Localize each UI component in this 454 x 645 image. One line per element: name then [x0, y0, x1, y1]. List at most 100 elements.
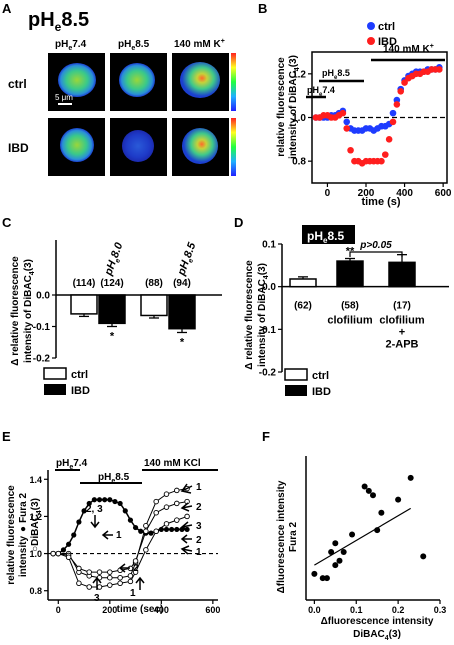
x-tick-label: 0.2 — [392, 605, 405, 615]
label-k: 140 mM K+ — [383, 43, 434, 55]
data-point — [336, 557, 343, 564]
panel-d: D pHe8.5 0.1 0.0 -0.1 -0.2 (62) (58) clofilium… — [234, 215, 449, 398]
cell-ibd-ph74 — [60, 128, 94, 162]
panel-b: B 0 200 400 600 0.8 1.0 1.2 relative fluoresce… — [258, 1, 452, 208]
panel-f-xlabel-1: Δfluorescence intensity — [321, 616, 434, 627]
y-tick-label: 1.2 — [292, 69, 306, 80]
panel-c-plot: 0.0 -0.1 -0.2 (114) (88) (124) * (94) * — [33, 240, 222, 365]
significance-star: * — [180, 336, 185, 348]
legend-ctrl-label: ctrl — [71, 369, 88, 381]
data-point — [407, 474, 414, 481]
arrow-r2 — [180, 502, 193, 512]
panel-letter-b: B — [258, 1, 267, 16]
label-ph74: pHe7.4 — [56, 458, 88, 471]
y-tick-label: 1.2 — [29, 512, 42, 522]
point-ibd — [397, 88, 405, 95]
fura-point — [96, 497, 103, 503]
panel-c-ylabel-2: intensity of DiBAC4(3) — [23, 259, 36, 363]
arrow-2-left — [118, 563, 130, 573]
dibac-point — [174, 517, 180, 523]
point-ibd — [347, 146, 354, 154]
label-arrow-3: 3 — [94, 593, 100, 604]
n-label: (114) — [73, 278, 96, 289]
data-point — [340, 549, 347, 555]
arrow-3-up — [92, 576, 102, 590]
y-tick-label: 0.0 — [262, 282, 276, 293]
point-ibd — [389, 118, 397, 126]
dibac-point — [143, 528, 149, 535]
row-label-ibd: IBD — [8, 141, 29, 155]
data-point — [374, 527, 381, 534]
panel-f-xlabel-2: DiBAC4(3) — [353, 629, 401, 642]
dibac-point — [184, 513, 190, 520]
legend-ctrl-swatch — [284, 368, 308, 381]
dibac-point — [153, 509, 159, 516]
legend-ibd-marker — [367, 37, 375, 45]
category-label: 2-APB — [385, 339, 418, 351]
arrow-r1 — [180, 483, 193, 494]
data-point — [332, 540, 339, 547]
fit-line — [314, 507, 411, 566]
cell-ibd-k — [182, 128, 218, 164]
label-ph85: pHe8.5 — [98, 472, 130, 485]
group-label-ph80: pHe8.0 — [102, 240, 127, 278]
dibac-point — [96, 584, 103, 590]
y-tick-label: 1.4 — [29, 475, 42, 485]
panel-d-plot: 0.1 0.0 -0.1 -0.2 (62) (58) clofilium (17) clofi… — [259, 240, 449, 379]
bar-ctrl — [70, 294, 98, 315]
panel-c-legend: ctrl IBD — [43, 367, 90, 397]
bar-3 — [388, 261, 416, 288]
bar-ibd — [168, 294, 196, 330]
n-label: (62) — [294, 301, 312, 312]
panel-f-ylabel-1: Δfluorescence intensity — [276, 480, 287, 593]
legend-ctrl-label: ctrl — [312, 370, 329, 382]
label-right-5: 1 — [196, 547, 202, 558]
data-point — [332, 562, 339, 569]
dibac-point — [132, 558, 139, 564]
x-tick-label: 0.0 — [308, 605, 321, 615]
fura-point — [148, 530, 154, 536]
y-tick-label: 1.0 — [29, 549, 42, 559]
scalebar-label: 5 μm — [55, 93, 73, 102]
x-tick-label: 0 — [325, 188, 331, 199]
y-tick-label: -0.2 — [259, 368, 277, 379]
arrow-r5 — [180, 545, 193, 555]
data-point — [319, 575, 326, 582]
panel-d-title: pHe8.5 — [307, 229, 344, 245]
panel-letter-a: A — [2, 1, 12, 16]
bar-ibd — [98, 294, 126, 325]
dibac-point — [117, 580, 123, 587]
arrow-23-down — [90, 515, 100, 529]
dibac-point — [143, 522, 149, 529]
dibac-point — [76, 565, 82, 572]
n-label: (88) — [145, 278, 163, 289]
y-tick-label: 0.1 — [262, 240, 276, 251]
label-right-2: 2 — [196, 502, 202, 513]
label-arrow-2: 2 — [133, 563, 139, 574]
dibac-point — [153, 528, 159, 535]
dibac-point — [117, 574, 123, 581]
panel-e-ylabel-3: ○DiBAC4(3) — [30, 498, 43, 552]
category-label: + — [399, 327, 405, 339]
x-tick-label: 0.1 — [350, 605, 363, 615]
dibac-point — [153, 498, 159, 505]
fura-point — [163, 526, 170, 533]
colorbar-ibd — [231, 118, 236, 176]
panel-c-ylabel-1: Δ relative fluorescence — [10, 256, 21, 366]
panel-e-ylabel-2: intensity●Fura 2 — [18, 492, 29, 577]
panel-d-legend: ctrl IBD — [284, 368, 331, 398]
panel-b-xlabel: time (s) — [361, 196, 400, 208]
data-point — [420, 553, 427, 560]
bar-2 — [336, 260, 364, 288]
bar-ctrl — [140, 294, 168, 317]
fura-point — [76, 519, 82, 525]
panel-d-ylabel-2: intensity of DiBAC4(3) — [257, 263, 270, 367]
fura-point — [91, 497, 97, 503]
y-tick-label: -0.1 — [33, 322, 51, 333]
y-tick-label: 0.8 — [292, 157, 306, 168]
data-point — [365, 487, 372, 494]
panel-letter-f: F — [262, 429, 270, 444]
panel-a-title: pHe8.5 — [28, 9, 89, 34]
panel-e-ylabel-1: relative fluorescence — [6, 485, 17, 585]
